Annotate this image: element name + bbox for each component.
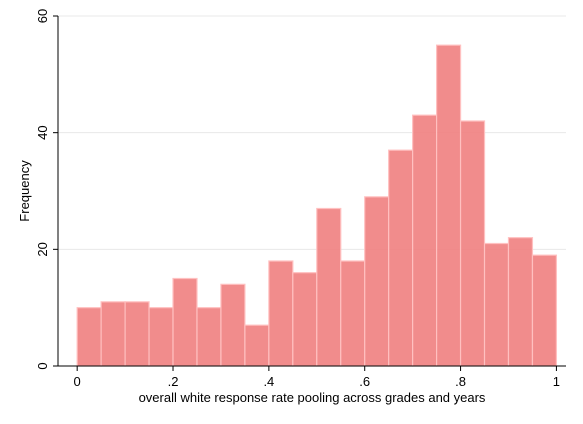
histogram-bar-14 bbox=[412, 114, 438, 367]
histogram-bar-2 bbox=[124, 301, 150, 367]
histogram-bar-12 bbox=[364, 196, 390, 367]
histogram-bar-4 bbox=[172, 277, 198, 367]
x-tick-label-3: .6 bbox=[359, 374, 370, 389]
histogram-bar-15 bbox=[436, 44, 462, 367]
y-tick-label-0: 0 bbox=[35, 362, 50, 369]
histogram-bars bbox=[76, 44, 558, 367]
x-tick-label-4: .8 bbox=[455, 374, 466, 389]
histogram-bar-19 bbox=[531, 254, 558, 367]
x-tick-label-2: .4 bbox=[263, 374, 274, 389]
x-tick-label-1: .2 bbox=[168, 374, 179, 389]
x-axis-ticks: 0 .2 .4 .6 .8 1 bbox=[74, 366, 560, 389]
grid-lines bbox=[58, 15, 566, 250]
y-tick-label-2: 40 bbox=[35, 125, 50, 139]
y-axis-title: Frequency bbox=[17, 160, 32, 222]
histogram-bar-1 bbox=[100, 301, 126, 367]
histogram-bar-0 bbox=[76, 307, 102, 367]
y-axis-ticks: 0 20 40 60 bbox=[35, 9, 58, 370]
histogram-bar-3 bbox=[148, 307, 174, 367]
y-tick-label-1: 20 bbox=[35, 242, 50, 256]
histogram-bar-17 bbox=[483, 242, 510, 367]
histogram-bar-18 bbox=[507, 237, 534, 367]
x-tick-label-5: 1 bbox=[553, 374, 560, 389]
histogram-bar-10 bbox=[316, 207, 342, 367]
y-tick-label-3: 60 bbox=[35, 9, 50, 23]
histogram-bar-9 bbox=[292, 272, 318, 367]
histogram-bar-16 bbox=[459, 120, 486, 367]
histogram-bar-7 bbox=[244, 324, 270, 367]
histogram-bar-6 bbox=[220, 283, 246, 367]
histogram-bar-5 bbox=[196, 307, 222, 367]
x-axis-title: overall white response rate pooling acro… bbox=[139, 390, 486, 405]
histogram-bar-8 bbox=[268, 260, 294, 367]
x-tick-label-0: 0 bbox=[74, 374, 81, 389]
histogram-bar-11 bbox=[340, 260, 366, 367]
histogram-bar-13 bbox=[388, 149, 414, 367]
